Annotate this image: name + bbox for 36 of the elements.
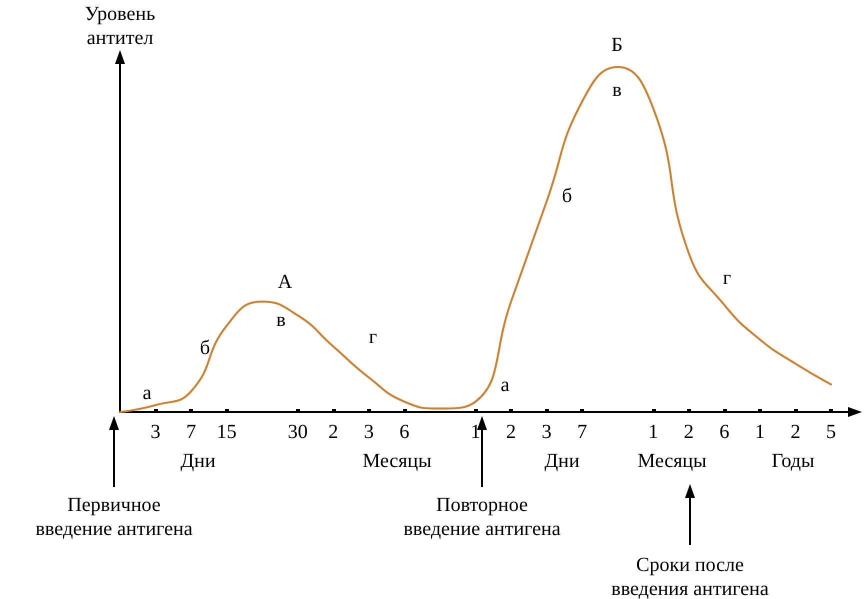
y-axis-title: Уровень антител	[84, 3, 156, 49]
annotation: а	[500, 374, 510, 396]
x-tick-label: 15	[216, 421, 237, 443]
x-tick-label: 2	[506, 421, 516, 443]
annotation: в	[276, 309, 286, 331]
x-tick-label: 1	[470, 421, 480, 443]
x-tick-label: 6	[399, 421, 410, 443]
x-tick-label: 3	[150, 421, 161, 443]
annotation: г	[368, 326, 378, 348]
x-tick-label: 30	[288, 421, 308, 443]
text: Дни	[544, 450, 580, 472]
x-tick-label: 2	[684, 421, 694, 443]
text: Месяцы	[362, 450, 432, 472]
annotation: а	[142, 382, 152, 404]
text: Дни	[180, 450, 216, 472]
x-tick-label: 1	[648, 421, 658, 443]
text: Годы	[772, 450, 814, 472]
x-tick-label: 3	[364, 421, 374, 443]
x-tick-label: 7	[577, 421, 588, 443]
x-tick-label: 7	[186, 421, 196, 443]
x-tick-label: 1	[754, 421, 765, 443]
annotation: А	[278, 271, 293, 293]
text: Первичное введение антигена	[35, 494, 193, 540]
annotation: б	[562, 185, 572, 207]
annotation: б	[200, 337, 210, 359]
text: Б	[611, 34, 623, 56]
annotation: в	[612, 79, 622, 101]
x-tick-label: 5	[826, 421, 836, 443]
text: Месяцы	[637, 450, 707, 472]
x-tick-label: 3	[542, 421, 552, 443]
text: Сроки после введения антигена	[611, 554, 769, 599]
x-tick-label: 2	[328, 421, 338, 443]
annotation: г	[722, 267, 732, 289]
x-tick-label: 2	[790, 421, 800, 443]
text: Повторное введение антигена	[403, 494, 561, 540]
x-tick-label: 6	[719, 421, 730, 443]
